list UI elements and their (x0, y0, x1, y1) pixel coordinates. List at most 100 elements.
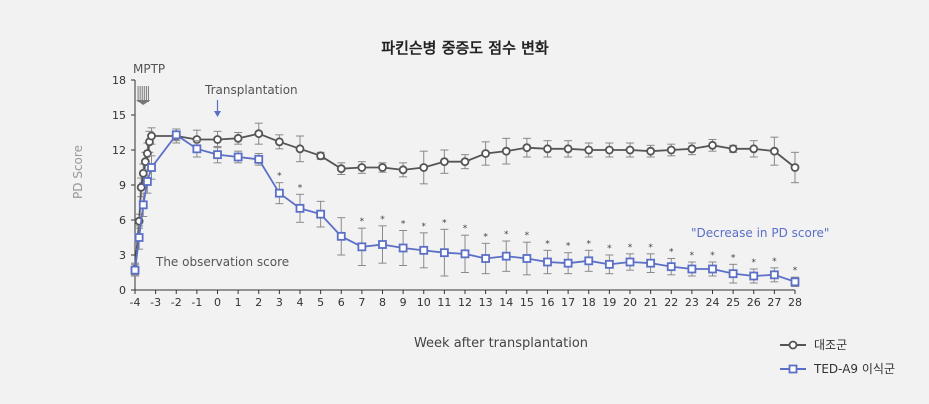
mptp-annotation: MPTP (133, 62, 165, 76)
data-point-control (357, 163, 367, 172)
data-point-control (136, 182, 146, 192)
x-tick-label: 12 (458, 296, 472, 309)
data-point-control (378, 163, 387, 172)
data-point-control (543, 144, 552, 154)
data-point-control (147, 131, 156, 141)
significance-star-ted: * (504, 230, 509, 240)
data-point-control (274, 137, 284, 147)
data-point-control (419, 163, 429, 172)
x-tick-label: 26 (747, 296, 761, 309)
data-point-ted (213, 150, 222, 160)
data-point-control (687, 144, 697, 154)
data-point-ted (646, 258, 656, 268)
chart-title: 파킨슨병 중증도 점수 변화 (381, 39, 549, 57)
data-point-ted (147, 163, 156, 172)
x-tick-label: 23 (685, 296, 699, 309)
data-point-ted (687, 264, 697, 274)
transplantation-arrow-head (214, 111, 221, 117)
data-point-control (439, 157, 449, 167)
data-point-ted (316, 209, 326, 219)
legend-label-ted: TED-A9 이식군 (813, 362, 895, 376)
data-point-control (708, 140, 717, 150)
x-tick-label: 9 (400, 296, 407, 309)
x-tick-label: 13 (479, 296, 493, 309)
significance-star-ted: * (483, 232, 488, 242)
data-point-ted (142, 177, 152, 186)
decrease-annotation: "Decrease in PD score" (691, 226, 829, 240)
x-tick-label: 24 (706, 296, 720, 309)
x-tick-label: -4 (130, 296, 141, 309)
x-tick-label: 28 (788, 296, 802, 309)
x-tick-label: 14 (499, 296, 513, 309)
legend-marker-ted (788, 364, 798, 374)
data-point-ted (584, 256, 594, 266)
data-point-control (336, 164, 346, 174)
significance-star-ted: * (463, 224, 468, 234)
data-point-ted (543, 257, 552, 267)
data-point-control (728, 144, 738, 154)
x-tick-label: 1 (235, 296, 242, 309)
x-tick-label: 0 (214, 296, 221, 309)
significance-star-ted: * (648, 243, 653, 253)
x-tick-label: 27 (767, 296, 781, 309)
data-point-ted (171, 130, 181, 140)
data-point-ted (790, 277, 800, 287)
data-point-ted (398, 243, 408, 253)
data-point-control (142, 149, 152, 158)
data-point-control (749, 144, 759, 154)
x-axis-label: Week after transplantation (414, 336, 588, 351)
data-point-ted (130, 265, 140, 275)
observation-annotation: The observation score (155, 255, 289, 269)
significance-star-ted: * (360, 217, 365, 227)
mptp-arrow-head (136, 100, 151, 105)
data-point-control (254, 129, 264, 139)
y-tick-label: 6 (119, 214, 126, 227)
significance-star-ted: * (669, 248, 674, 258)
data-point-control (501, 146, 511, 156)
x-tick-label: 11 (437, 296, 451, 309)
x-tick-label: 22 (664, 296, 678, 309)
x-tick-label: 19 (602, 296, 616, 309)
x-tick-label: 20 (623, 296, 637, 309)
data-point-ted (138, 200, 148, 210)
x-tick-label: 17 (561, 296, 575, 309)
legend: 대조군 TED-A9 이식군 (780, 338, 895, 376)
transplantation-annotation: Transplantation (204, 83, 298, 97)
significance-star-ted: * (690, 251, 695, 261)
data-point-ted (274, 188, 284, 198)
data-point-control (398, 165, 408, 175)
data-point-ted (460, 249, 470, 259)
data-point-control (481, 149, 491, 158)
significance-star-ted: * (607, 244, 612, 254)
significance-star-ted: * (628, 243, 633, 253)
data-point-ted (522, 254, 532, 263)
data-point-control (790, 163, 800, 172)
data-point-ted (481, 254, 491, 263)
significance-star-ted: * (587, 239, 592, 249)
data-point-control (666, 145, 676, 155)
y-tick-label: 15 (112, 109, 126, 122)
data-point-ted (625, 257, 635, 267)
y-tick-label: 9 (119, 179, 126, 192)
data-point-ted (254, 154, 264, 164)
x-tick-label: 3 (276, 296, 283, 309)
significance-star-ted: * (401, 220, 406, 230)
y-tick-label: 0 (119, 284, 126, 297)
data-point-ted (233, 152, 243, 162)
data-point-ted (134, 233, 144, 242)
x-tick-label: -2 (171, 296, 182, 309)
legend-label-control: 대조군 (814, 338, 847, 352)
x-tick-label: 15 (520, 296, 534, 309)
significance-star-ted: * (772, 257, 777, 267)
data-point-control (769, 146, 779, 156)
data-point-ted (708, 264, 717, 274)
x-tick-label: 7 (358, 296, 365, 309)
data-point-ted (378, 240, 387, 249)
y-axis-label: PD Score (71, 145, 85, 199)
data-point-control (625, 145, 635, 155)
data-point-ted (336, 231, 346, 241)
data-point-ted (419, 245, 429, 255)
data-point-ted (295, 203, 305, 213)
significance-star-ted: * (525, 231, 530, 241)
